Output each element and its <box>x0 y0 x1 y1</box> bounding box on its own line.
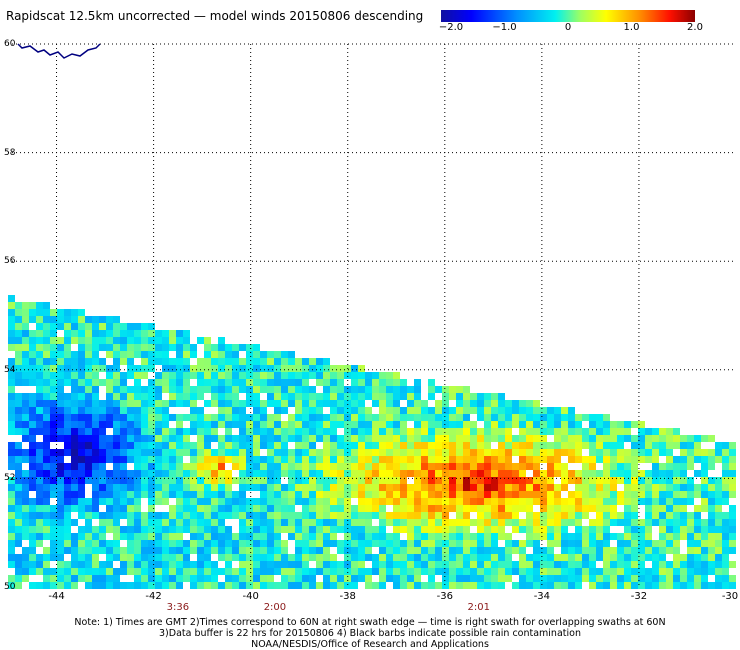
lon-label: -30 <box>721 591 739 602</box>
note-line-1: Note: 1) Times are GMT 2)Times correspon… <box>74 617 666 628</box>
swath-time-label: 2:00 <box>263 602 287 613</box>
lat-label: 50 <box>4 582 16 592</box>
colorbar-tick-label: −1.0 <box>492 22 517 33</box>
lon-label: -38 <box>339 591 356 602</box>
lat-label: 60 <box>4 39 16 49</box>
lat-label: 52 <box>4 473 16 484</box>
lat-lon-grid <box>8 43 736 587</box>
lon-label: -42 <box>145 591 162 602</box>
lon-label: -36 <box>436 591 453 602</box>
colorbar-tick-label: −2.0 <box>438 22 464 33</box>
lon-label: -34 <box>533 591 551 602</box>
colorbar <box>441 10 695 22</box>
coastline <box>17 43 101 59</box>
colorbar-tick-label: 0 <box>564 22 572 33</box>
lat-label: 56 <box>4 256 16 267</box>
swath-time-label: 3:36 <box>166 602 190 613</box>
wind-difference-field <box>8 295 736 589</box>
note-line-2: 3)Data buffer is 22 hrs for 20150806 4) … <box>159 628 581 639</box>
colorbar-tick-label: 2.0 <box>687 22 703 33</box>
lon-label: -44 <box>48 591 65 602</box>
swath-time-label: 2:01 <box>467 602 490 613</box>
lat-label: 54 <box>4 364 16 375</box>
map-title: Rapidscat 12.5km uncorrected — model win… <box>6 9 424 23</box>
lon-label: -40 <box>242 591 259 602</box>
note-line-3: NOAA/NESDIS/Office of Research and Appli… <box>251 639 489 650</box>
colorbar-tick-label: 1.0 <box>623 22 640 33</box>
lon-label: -32 <box>630 591 648 602</box>
lat-label: 58 <box>4 147 16 158</box>
